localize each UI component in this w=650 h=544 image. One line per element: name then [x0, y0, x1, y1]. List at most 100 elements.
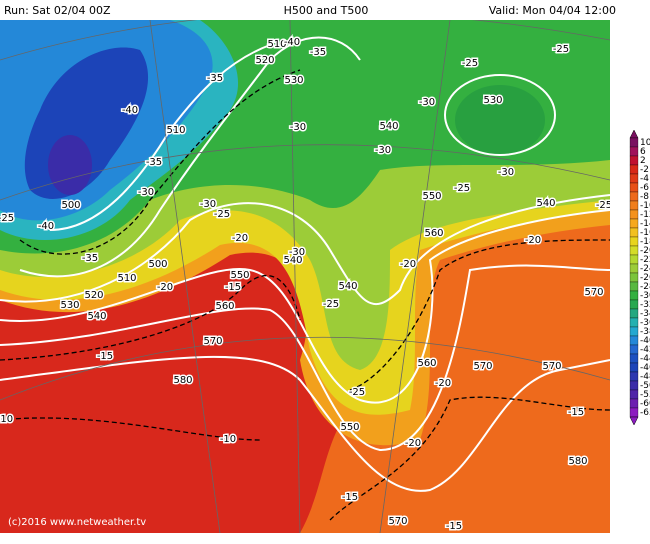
temp-line: [0, 275, 301, 361]
green-core: [455, 85, 545, 155]
temp-line: [349, 239, 611, 391]
map-fill: [0, 20, 610, 533]
contour-label: 570: [542, 361, 561, 372]
colorbar-label: -24: [640, 264, 650, 274]
contour-line: [0, 209, 611, 404]
colorbar-label: -6: [640, 183, 649, 193]
colorbar-label: -26: [640, 273, 650, 283]
height-contours: [0, 36, 611, 492]
colorbar-label: -12: [640, 210, 650, 220]
contour-label: 570: [388, 516, 407, 527]
contour-label: -40: [122, 105, 138, 116]
contour-line: [0, 194, 611, 306]
contour-label: 550: [230, 270, 249, 281]
colorbar-swatch: [629, 326, 639, 337]
contour-label: 560: [417, 358, 436, 369]
colorbar-swatch: [629, 353, 639, 364]
contour-label: 580: [568, 456, 587, 467]
contour-line: [0, 355, 611, 492]
colorbar-label: 10: [640, 138, 650, 148]
contour-label: 540: [379, 121, 398, 132]
colorbar-label: -38: [640, 327, 650, 337]
colorbar-label: 6: [640, 147, 646, 157]
contour-label: 530: [284, 75, 303, 86]
contour-labels: 510-40-35520530-35-40510-35-30500-40-25-…: [0, 36, 614, 534]
colorbar-swatch: [629, 308, 639, 319]
contour-label: 560: [215, 301, 234, 312]
temp-line: [19, 69, 301, 255]
colorbar-label: -40: [640, 336, 650, 346]
contour-label: 540: [338, 281, 357, 292]
colorbar-swatch: [629, 245, 639, 256]
contour-label: -15: [225, 282, 241, 293]
colorbar-swatch: [629, 164, 639, 175]
colorbar-label: -36: [640, 318, 650, 328]
contour-label: 510: [166, 125, 185, 136]
colorbar-label: -50: [640, 381, 650, 391]
contour-label: 520: [255, 55, 274, 66]
contour-line: [49, 44, 271, 231]
contour-label: 510: [117, 273, 136, 284]
colorbar-swatch: [629, 272, 639, 283]
colorbar-swatch: [629, 344, 639, 355]
contour-label: -25: [349, 387, 365, 398]
colorbar-label: -60: [640, 399, 650, 409]
contour-label: -30: [419, 97, 435, 108]
contour-label: -20: [525, 235, 541, 246]
graticule-line: [289, 19, 301, 534]
header-bar: [0, 0, 650, 20]
contour-label: 530: [60, 300, 79, 311]
colorbar-swatch: [629, 407, 639, 418]
credit: (c)2016 www.netweather.tv: [8, 517, 146, 528]
colorbar-label: -4: [640, 174, 649, 184]
contour-label: -10: [0, 414, 13, 425]
orange-area: [300, 215, 610, 533]
colorbar-label: -2: [640, 165, 649, 175]
contour-label: -15: [568, 407, 584, 418]
temp-contours: [0, 69, 611, 521]
contour-label: 580: [173, 375, 192, 386]
colorbar-swatch: [629, 389, 639, 400]
colorbar-swatch: [629, 290, 639, 301]
contour-label: 510: [267, 39, 286, 50]
graticule-line: [149, 19, 221, 534]
colorbar-label: -10: [640, 201, 650, 211]
colorbar-swatch: [629, 227, 639, 238]
contour-label: -35: [207, 73, 223, 84]
temp-line: [0, 417, 261, 441]
contour-label: -25: [454, 183, 470, 194]
contour-label: -15: [342, 492, 358, 503]
contour-label: -25: [0, 213, 14, 224]
colorbar-swatch: [629, 182, 639, 193]
map-title: H500 and T500: [284, 4, 369, 17]
contour-label: -20: [435, 378, 451, 389]
colorbar-swatch: [629, 254, 639, 265]
contour-label: -20: [232, 233, 248, 244]
colorbar-label: -30: [640, 291, 650, 301]
colorbar-swatch: [629, 173, 639, 184]
bottom-bar: [0, 533, 650, 544]
colorbar-label: -20: [640, 246, 650, 256]
colorbar: 1062-2-4-6-8-10-12-14-16-18-20-22-24-26-…: [629, 129, 650, 426]
contour-label: -30: [200, 199, 216, 210]
contour-label: 540: [87, 311, 106, 322]
contour-label: 550: [422, 191, 441, 202]
contour-label: -20: [405, 438, 421, 449]
contour-label: 520: [84, 290, 103, 301]
contour-label: 560: [424, 228, 443, 239]
contour-label: 530: [483, 95, 502, 106]
contour-label: 550: [340, 422, 359, 433]
colorbar-label: -22: [640, 255, 650, 265]
colorbar-swatch: [629, 209, 639, 220]
colorbar-swatch: [629, 398, 639, 409]
colorbar-label: -55: [640, 390, 650, 400]
contour-label: -25: [596, 200, 612, 211]
contour-label: -40: [38, 221, 54, 232]
contour-label: -35: [146, 157, 162, 168]
contour-label: -30: [498, 167, 514, 178]
graticule-line: [379, 19, 451, 534]
colorbar-swatch: [629, 137, 639, 148]
colorbar-label: -44: [640, 354, 650, 364]
contour-label: -25: [462, 58, 478, 69]
